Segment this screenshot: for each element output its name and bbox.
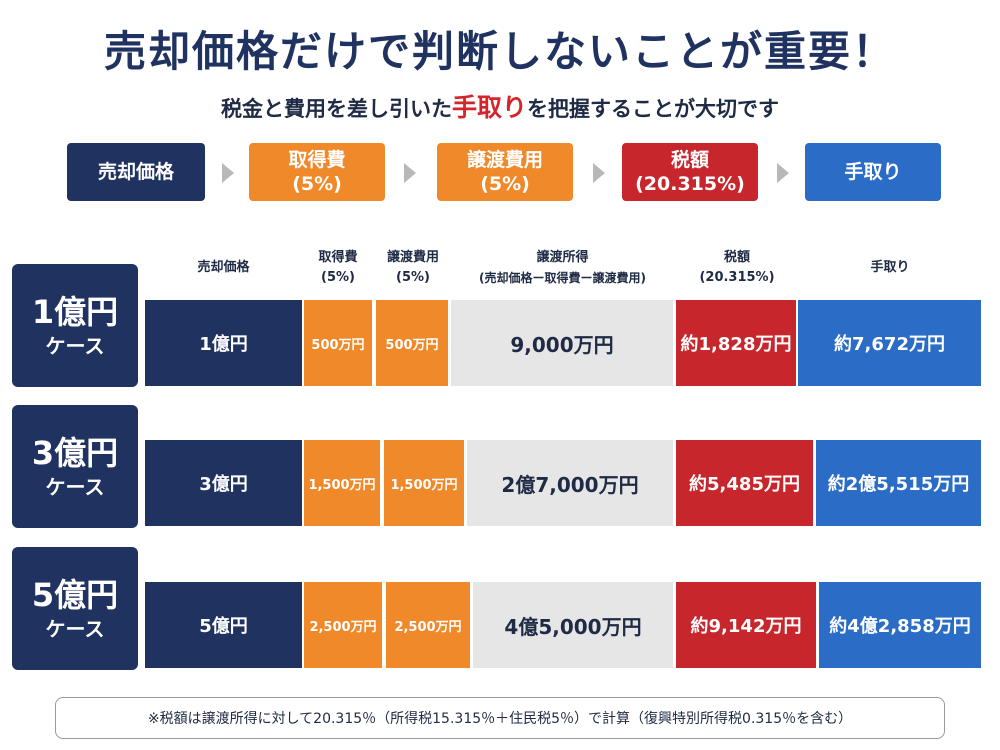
flow-step-label: 売却価格 bbox=[97, 161, 174, 183]
arrow-right-icon bbox=[404, 163, 416, 183]
case-amount: 5億円 bbox=[31, 575, 119, 614]
cell-sale-price: 3億円 bbox=[145, 440, 302, 526]
column-header-label: 取得費 bbox=[318, 250, 358, 265]
flow-step-rate: (20.315%) bbox=[635, 173, 745, 195]
column-header-sub: (5%) bbox=[396, 270, 430, 285]
subtitle-highlight: 手取り bbox=[451, 93, 527, 122]
arrow-right-icon bbox=[777, 163, 789, 183]
column-header-sub: (売却価格ー取得費ー譲渡費用) bbox=[479, 271, 646, 285]
case-amount: 3億円 bbox=[31, 433, 119, 472]
cell-tax: 約5,485万円 bbox=[676, 440, 813, 526]
page-subtitle: 税金と費用を差し引いた手取りを把握することが大切です bbox=[0, 88, 1000, 124]
arrow-right-icon bbox=[593, 163, 605, 183]
flow-step-tax: 税額 (20.315%) bbox=[622, 143, 758, 201]
column-header-net-proceeds: 手取り bbox=[800, 258, 980, 278]
flow-step-label: 手取り bbox=[844, 161, 902, 183]
cell-acquisition-cost: 500万円 bbox=[304, 300, 372, 386]
flow-step-rate: (5%) bbox=[292, 173, 342, 195]
flow-step-rate: (5%) bbox=[480, 173, 530, 195]
cell-transfer-income: 2億7,000万円 bbox=[467, 440, 673, 526]
column-header-sub: (20.315%) bbox=[699, 270, 775, 285]
column-header-sale-price: 売却価格 bbox=[145, 258, 302, 278]
column-header-label: 税額 bbox=[723, 250, 750, 265]
case-label-3: 3億円 ケース bbox=[12, 405, 138, 528]
flow-step-label: 税額 bbox=[670, 149, 709, 171]
cell-transfer-cost: 1,500万円 bbox=[384, 440, 464, 526]
case-label-5: 5億円 ケース bbox=[12, 547, 138, 670]
cell-net-proceeds: 約7,672万円 bbox=[798, 300, 981, 386]
subtitle-before: 税金と費用を差し引いた bbox=[220, 97, 452, 121]
column-header-transfer-income: 譲渡所得 (売却価格ー取得費ー譲渡費用) bbox=[455, 248, 670, 288]
column-header-transfer-cost: 譲渡費用 (5%) bbox=[377, 248, 449, 288]
arrow-right-icon bbox=[222, 163, 234, 183]
cell-acquisition-cost: 1,500万円 bbox=[304, 440, 380, 526]
column-header-label: 手取り bbox=[870, 260, 910, 275]
column-header-acquisition-cost: 取得費 (5%) bbox=[305, 248, 371, 288]
flow-step-label: 譲渡費用 bbox=[466, 149, 543, 171]
column-header-label: 売却価格 bbox=[197, 260, 250, 275]
subtitle-after: を把握することが大切です bbox=[527, 97, 779, 121]
footnote: ※税額は譲渡所得に対して20.315％（所得税15.315％＋住民税5％）で計算… bbox=[55, 697, 945, 739]
flow-step-acquisition-cost: 取得費 (5%) bbox=[249, 143, 385, 201]
flow-step-sale-price: 売却価格 bbox=[67, 143, 205, 201]
cell-transfer-income: 9,000万円 bbox=[451, 300, 673, 386]
cell-net-proceeds: 約4億2,858万円 bbox=[819, 582, 981, 668]
cell-acquisition-cost: 2,500万円 bbox=[304, 582, 382, 668]
flow-step-transfer-cost: 譲渡費用 (5%) bbox=[437, 143, 573, 201]
cell-tax: 約1,828万円 bbox=[676, 300, 796, 386]
flow-step-net-proceeds: 手取り bbox=[805, 143, 941, 201]
cell-transfer-cost: 2,500万円 bbox=[386, 582, 470, 668]
case-label-1: 1億円 ケース bbox=[12, 264, 138, 387]
cell-transfer-income: 4億5,000万円 bbox=[473, 582, 673, 668]
cell-transfer-cost: 500万円 bbox=[376, 300, 448, 386]
case-sub: ケース bbox=[45, 333, 105, 358]
case-sub: ケース bbox=[45, 474, 105, 499]
calculation-flow: 売却価格 取得費 (5%) 譲渡費用 (5%) 税額 (20.315%) 手取り bbox=[0, 143, 1000, 203]
cell-tax: 約9,142万円 bbox=[676, 582, 816, 668]
column-header-tax: 税額 (20.315%) bbox=[678, 248, 796, 288]
page-title: 売却価格だけで判断しないことが重要！ bbox=[103, 27, 896, 76]
column-header-label: 譲渡費用 bbox=[386, 250, 439, 265]
cell-sale-price: 5億円 bbox=[145, 582, 302, 668]
column-header-label: 譲渡所得 bbox=[536, 250, 589, 265]
cell-sale-price: 1億円 bbox=[145, 300, 302, 386]
column-header-sub: (5%) bbox=[321, 270, 355, 285]
flow-step-label: 取得費 bbox=[288, 149, 346, 171]
case-sub: ケース bbox=[45, 616, 105, 641]
case-amount: 1億円 bbox=[31, 292, 119, 331]
cell-net-proceeds: 約2億5,515万円 bbox=[816, 440, 981, 526]
